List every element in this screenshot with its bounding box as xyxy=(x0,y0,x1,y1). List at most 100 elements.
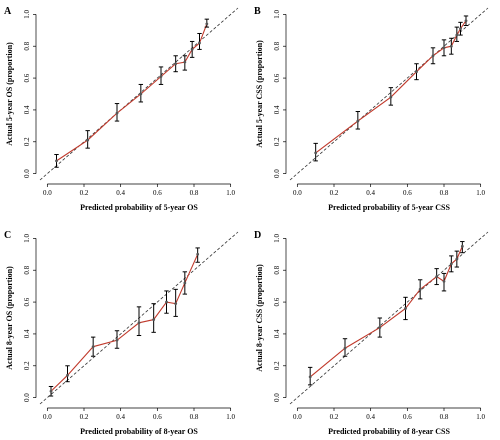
data-point xyxy=(183,60,187,64)
data-point xyxy=(196,252,200,256)
data-point xyxy=(314,151,318,155)
x-tick-label: 0.2 xyxy=(330,413,339,421)
calibration-curve xyxy=(56,23,208,162)
y-tick-label: 1.0 xyxy=(23,233,31,242)
y-axis-title: Actual 5-year OS (proportion) xyxy=(5,42,14,146)
x-tick-label: 0.8 xyxy=(440,189,449,197)
calibration-panel-a: A 0.0 0.2 0.4 0.6 0.8 1.0 0.0 0.2 0.4 0.6 0.8 1.0 Pre… xyxy=(4,6,239,212)
data-point xyxy=(174,302,178,306)
calibration-curve xyxy=(315,20,467,154)
x-axis-title: Predicted probability of 8-year OS xyxy=(80,427,198,436)
error-bar xyxy=(136,306,142,337)
x-tick-label: 0.6 xyxy=(403,413,412,421)
data-point xyxy=(356,119,360,123)
data-point xyxy=(66,373,69,377)
y-tick-label: 0.0 xyxy=(273,169,281,178)
y-tick-label: 0.2 xyxy=(23,361,31,370)
data-point xyxy=(49,389,53,393)
data-point xyxy=(455,257,459,261)
y-tick-label: 0.6 xyxy=(23,73,31,82)
data-point xyxy=(159,75,163,78)
panel-letter: A xyxy=(4,6,12,17)
calibration-curve xyxy=(309,246,463,378)
y-tick-label: 0.8 xyxy=(273,41,281,50)
x-tick-label: 1.0 xyxy=(226,189,235,197)
y-tick-label: 0.0 xyxy=(23,393,31,402)
y-tick-label: 0.4 xyxy=(23,329,31,338)
data-point xyxy=(459,27,462,31)
x-tick-label: 0.4 xyxy=(116,189,125,197)
calibration-panel-b: B 0.0 0.2 0.4 0.6 0.8 1.0 0.0 0.2 0.4 0.6 0.8 1.0 Pre… xyxy=(254,6,489,212)
data-point xyxy=(449,262,453,266)
data-point xyxy=(190,48,194,51)
data-point xyxy=(198,41,201,45)
data-point xyxy=(449,44,453,48)
data-point xyxy=(139,92,143,96)
data-point xyxy=(205,22,209,26)
x-tick-label: 0.2 xyxy=(80,189,89,197)
x-tick-label: 0.4 xyxy=(116,413,125,421)
x-tick-label: 0.8 xyxy=(190,189,199,197)
x-tick-label: 0.6 xyxy=(153,189,162,197)
data-point xyxy=(389,95,393,99)
y-tick-label: 0.8 xyxy=(23,265,31,274)
x-tick-label: 0.8 xyxy=(190,413,199,421)
data-point xyxy=(460,244,464,248)
x-tick-label: 0.6 xyxy=(403,189,412,197)
data-point xyxy=(455,33,459,37)
y-tick-label: 0.8 xyxy=(273,265,281,274)
calibration-curve xyxy=(50,254,199,392)
reference-diagonal-line xyxy=(39,7,239,181)
data-point xyxy=(343,346,347,350)
data-point xyxy=(415,70,418,74)
y-tick-label: 0.4 xyxy=(273,105,281,114)
data-point xyxy=(442,279,446,283)
x-axis-title: Predicted probability of 8-year CSS xyxy=(328,427,450,436)
y-tick-label: 0.0 xyxy=(273,393,281,402)
data-point xyxy=(442,46,446,50)
data-point xyxy=(378,326,382,329)
x-tick-label: 0.8 xyxy=(440,413,449,421)
x-tick-label: 0.2 xyxy=(80,413,89,421)
y-tick-label: 1.0 xyxy=(23,9,31,18)
reference-diagonal-line xyxy=(289,7,489,181)
data-point xyxy=(91,345,95,349)
y-tick-label: 0.2 xyxy=(273,361,281,370)
x-tick-label: 0.4 xyxy=(366,189,375,197)
x-tick-label: 0.2 xyxy=(330,189,339,197)
x-tick-label: 0.6 xyxy=(153,413,162,421)
x-tick-label: 1.0 xyxy=(476,413,485,421)
panel-letter: B xyxy=(254,6,261,17)
y-tick-label: 0.6 xyxy=(23,297,31,306)
data-point xyxy=(308,375,312,379)
x-tick-label: 1.0 xyxy=(476,189,485,197)
y-tick-label: 0.0 xyxy=(23,169,31,178)
y-axis-title: Actual 8-year CSS (proportion) xyxy=(255,264,264,372)
error-bar xyxy=(151,303,156,333)
data-point xyxy=(174,62,178,66)
data-point xyxy=(435,275,439,278)
data-point xyxy=(418,287,422,291)
panel-letter: C xyxy=(4,230,11,241)
x-tick-label: 0.4 xyxy=(366,413,375,421)
y-tick-label: 0.6 xyxy=(273,73,281,82)
data-point xyxy=(152,318,156,321)
x-tick-label: 0.0 xyxy=(293,413,302,421)
y-tick-label: 0.6 xyxy=(273,297,281,306)
data-point xyxy=(137,321,141,325)
panel-letter: D xyxy=(254,230,261,241)
x-tick-label: 0.0 xyxy=(43,413,52,421)
y-tick-label: 0.8 xyxy=(23,41,31,50)
y-tick-label: 1.0 xyxy=(273,233,281,242)
x-tick-label: 1.0 xyxy=(226,413,235,421)
y-tick-label: 0.2 xyxy=(23,137,31,146)
error-bar xyxy=(65,365,70,383)
y-tick-label: 1.0 xyxy=(273,9,281,18)
data-point xyxy=(404,307,407,310)
data-point xyxy=(165,300,168,304)
x-axis-title: Predicted probability of 5-year OS xyxy=(80,203,198,212)
data-point xyxy=(86,138,90,142)
y-axis-title: Actual 5-year CSS (proportion) xyxy=(255,40,264,148)
x-tick-label: 0.0 xyxy=(43,189,52,197)
y-tick-label: 0.4 xyxy=(23,105,31,114)
